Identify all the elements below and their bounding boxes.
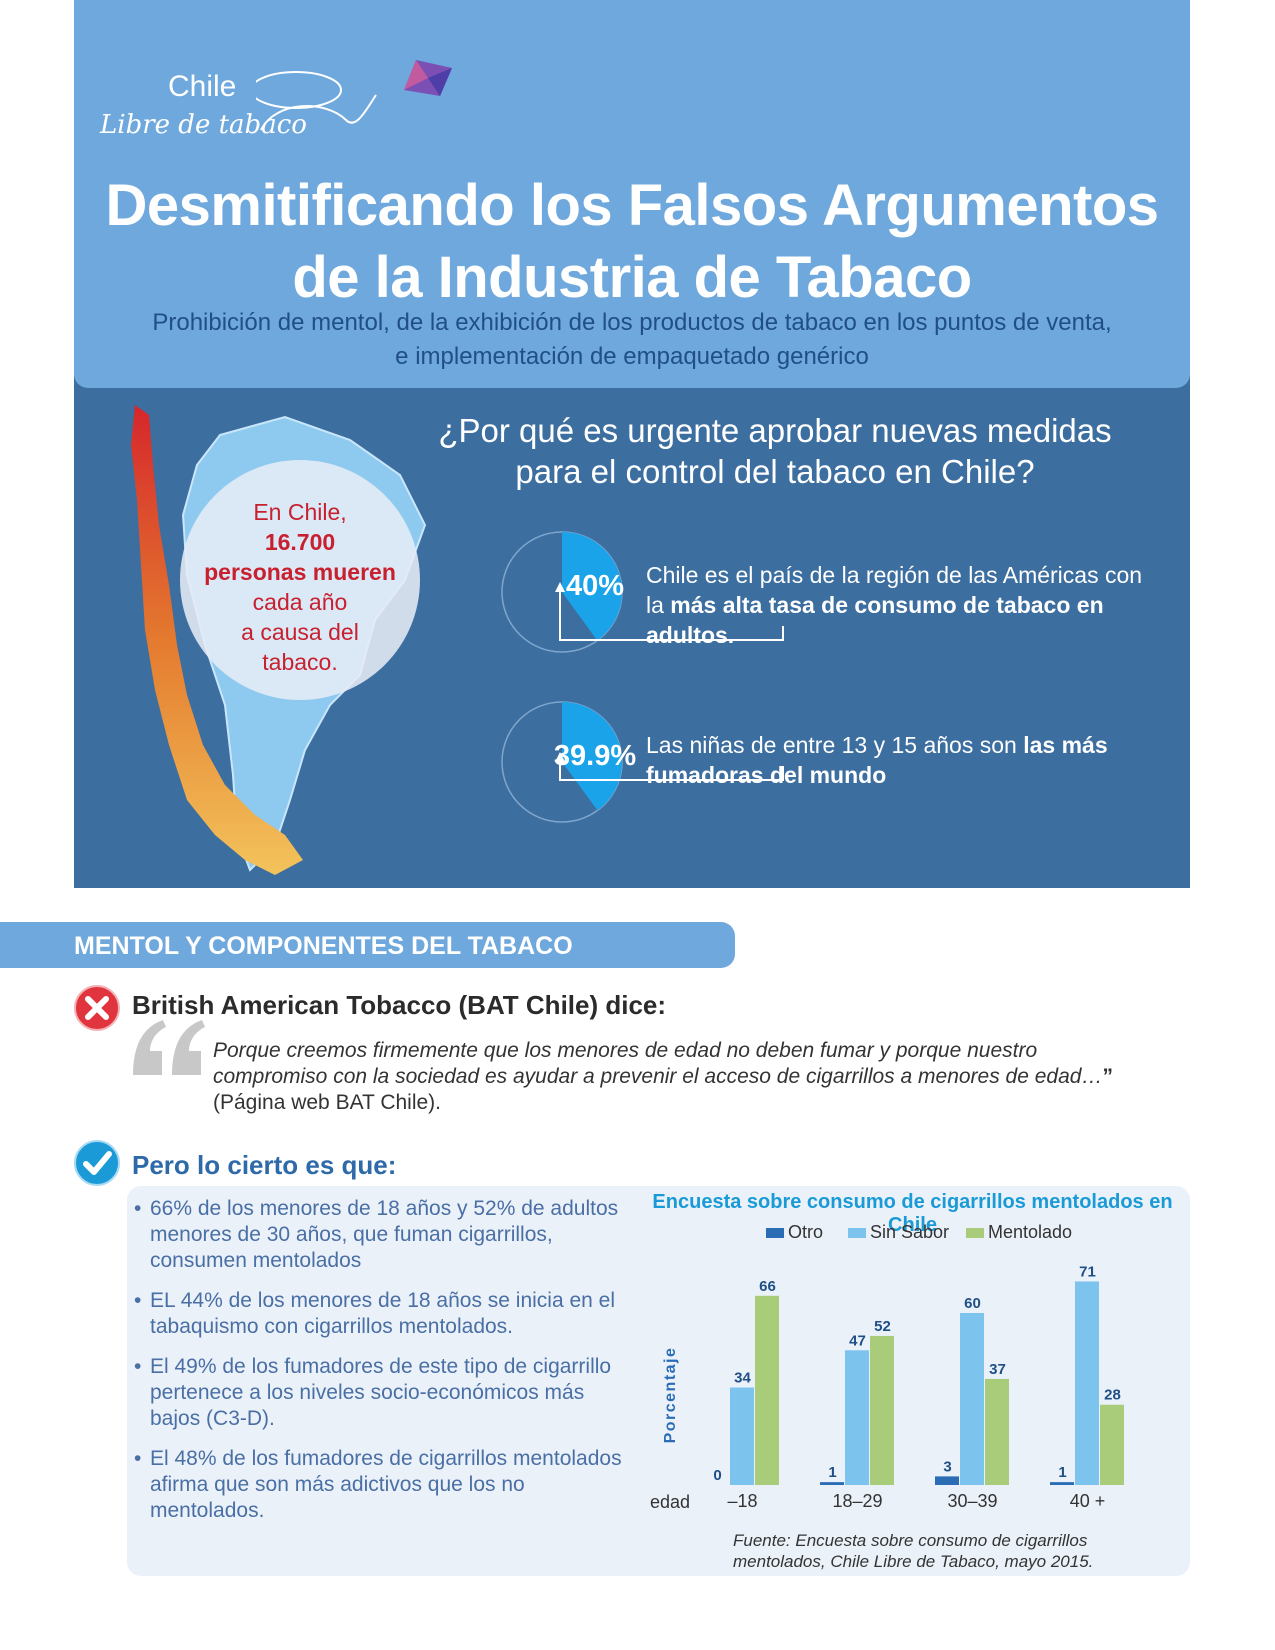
bat-quote: Porque creemos firmemente que los menore… [213, 1038, 1143, 1116]
bar-mentolado [1100, 1404, 1124, 1485]
title-line-2: de la Industria de Tabaco [292, 245, 972, 310]
urgent-question: ¿Por qué es urgente aprobar nuevas medid… [385, 410, 1165, 492]
quote-source: (Página web BAT Chile). [213, 1091, 441, 1114]
bar-mentolado [870, 1335, 894, 1485]
page-subtitle: Prohibición de mentol, de la exhibición … [74, 306, 1190, 374]
bar-sin-sabor [1075, 1281, 1099, 1485]
girls-smoking-stat: 39.9% Las niñas de entre 13 y 15 años so… [500, 700, 1160, 830]
fact-item: EL 44% de los menores de 18 años se inic… [130, 1288, 630, 1340]
bar-value-label: 1 [1058, 1464, 1066, 1481]
bar-value-label: 34 [734, 1370, 751, 1387]
question-line-2: para el control del tabaco en Chile? [515, 453, 1035, 490]
menthol-bar-chart: Porcentaje edad 0 34 66 –18 1 47 52 18–29 3 60 37 3… [650, 1263, 1124, 1512]
quote-close: ” [1102, 1065, 1113, 1088]
adult-smoking-percent: 40% [565, 570, 625, 602]
bar-sin-sabor [960, 1313, 984, 1485]
legend-swatch [848, 1227, 866, 1238]
y-axis-label: Porcentaje [662, 1347, 679, 1444]
chart-legend: Otro Sin Sabor Mentolado [766, 1222, 1146, 1246]
bar-value-label: 1 [828, 1464, 836, 1481]
x-tick-label: –18 [727, 1491, 757, 1511]
chart-bars: 0 34 66 –18 1 47 52 18–29 3 60 37 30–39 1 71 28 40 + [713, 1263, 1124, 1511]
legend-label: Sin Sabor [870, 1222, 950, 1242]
legend-label: Mentolado [988, 1222, 1073, 1242]
legend-item-sin-sabor: Sin Sabor [848, 1222, 949, 1243]
bar-value-label: 0 [713, 1467, 721, 1484]
bar-otro [935, 1476, 959, 1485]
bat-heading: British American Tobacco (BAT Chile) dic… [132, 990, 667, 1020]
facts-list: 66% de los menores de 18 años y 52% de a… [130, 1196, 630, 1538]
adult-smoking-text: Chile es el país de la región de las Amé… [646, 562, 1143, 648]
bar-sin-sabor [730, 1387, 754, 1485]
x-tick-label: 40 + [1070, 1491, 1106, 1511]
check-icon [74, 1140, 120, 1186]
legend-item-otro: Otro [766, 1222, 823, 1243]
bar-value-label: 60 [964, 1295, 981, 1312]
header-banner: Chile Libre de tabaco Desmitificando los… [74, 0, 1190, 388]
legend-label: Otro [788, 1222, 824, 1242]
page-title: Desmitificando los Falsos Argumentos de … [74, 170, 1190, 314]
fact-item: El 49% de los fumadores de este tipo de … [130, 1354, 630, 1432]
map-text-line: En Chile, [253, 499, 347, 525]
map-text-line: tabaco. [262, 649, 338, 675]
x-tick-label: 30–39 [947, 1491, 997, 1511]
mentol-section-header: MENTOL Y COMPONENTES DEL TABACO [0, 922, 735, 968]
girls-smoking-text: Las niñas de entre 13 y 15 años son las … [646, 732, 1108, 788]
bar-sin-sabor [845, 1350, 869, 1485]
truth-heading: Pero lo cierto es que: [132, 1150, 397, 1180]
bar-value-label: 52 [874, 1318, 891, 1335]
fact-item: 66% de los menores de 18 años y 52% de a… [130, 1196, 630, 1274]
question-line-1: ¿Por qué es urgente aprobar nuevas medid… [438, 412, 1112, 449]
chile-deaths-callout: En Chile, 16.700 personas mueren cada añ… [180, 497, 420, 677]
legend-swatch [966, 1227, 984, 1238]
deaths-label: personas mueren [204, 559, 396, 585]
chart-title: Encuesta sobre consumo de cigarrillos me… [652, 1191, 1173, 1236]
bar-value-label: 3 [943, 1458, 951, 1475]
girls-smoking-pie [501, 701, 784, 823]
title-line-1: Desmitificando los Falsos Argumentos [105, 173, 1159, 238]
kite-icon [256, 60, 452, 131]
adult-smoking-pie [501, 531, 784, 653]
bar-value-label: 66 [759, 1278, 776, 1295]
mentol-section-title: MENTOL Y COMPONENTES DEL TABACO [74, 932, 573, 960]
logo-subtitle-text: Libre de tabaco [100, 110, 307, 140]
map-text-line: a causa del [241, 619, 359, 645]
bar-value-label: 28 [1104, 1387, 1121, 1404]
quote-italic: Porque creemos firmemente que los menore… [213, 1039, 1103, 1088]
legend-item-mentolado: Mentolado [966, 1222, 1072, 1243]
bar-mentolado [985, 1378, 1009, 1485]
girls-smoking-percent: 39.9% [553, 740, 637, 772]
fact-item: El 48% de los fumadores de cigarrillos m… [130, 1446, 630, 1524]
chile-libre-logo: Chile Libre de tabaco [86, 60, 452, 150]
subtitle-line-2: e implementación de empaquetado genérico [395, 343, 869, 370]
chart-source: Fuente: Encuesta sobre consumo de cigarr… [733, 1531, 1094, 1571]
bar-value-label: 47 [849, 1332, 866, 1349]
adult-smoking-stat: 40% Chile es el país de la región de las… [500, 530, 1160, 660]
x-axis-label: edad [650, 1492, 690, 1512]
bar-otro [820, 1482, 844, 1485]
cross-icon [74, 985, 120, 1031]
logo-chile-text: Chile [168, 70, 237, 103]
bar-mentolado [755, 1295, 779, 1485]
quote-mark-icon [133, 1020, 205, 1075]
bar-value-label: 71 [1079, 1263, 1096, 1280]
map-text-line: cada año [252, 589, 348, 615]
subtitle-line-1: Prohibición de mentol, de la exhibición … [152, 309, 1112, 336]
map-highlight-circle [180, 460, 420, 700]
deaths-number: 16.700 [264, 529, 336, 555]
legend-swatch [766, 1227, 784, 1238]
bar-otro [1050, 1482, 1074, 1485]
x-tick-label: 18–29 [832, 1491, 882, 1511]
bar-value-label: 37 [989, 1361, 1006, 1378]
